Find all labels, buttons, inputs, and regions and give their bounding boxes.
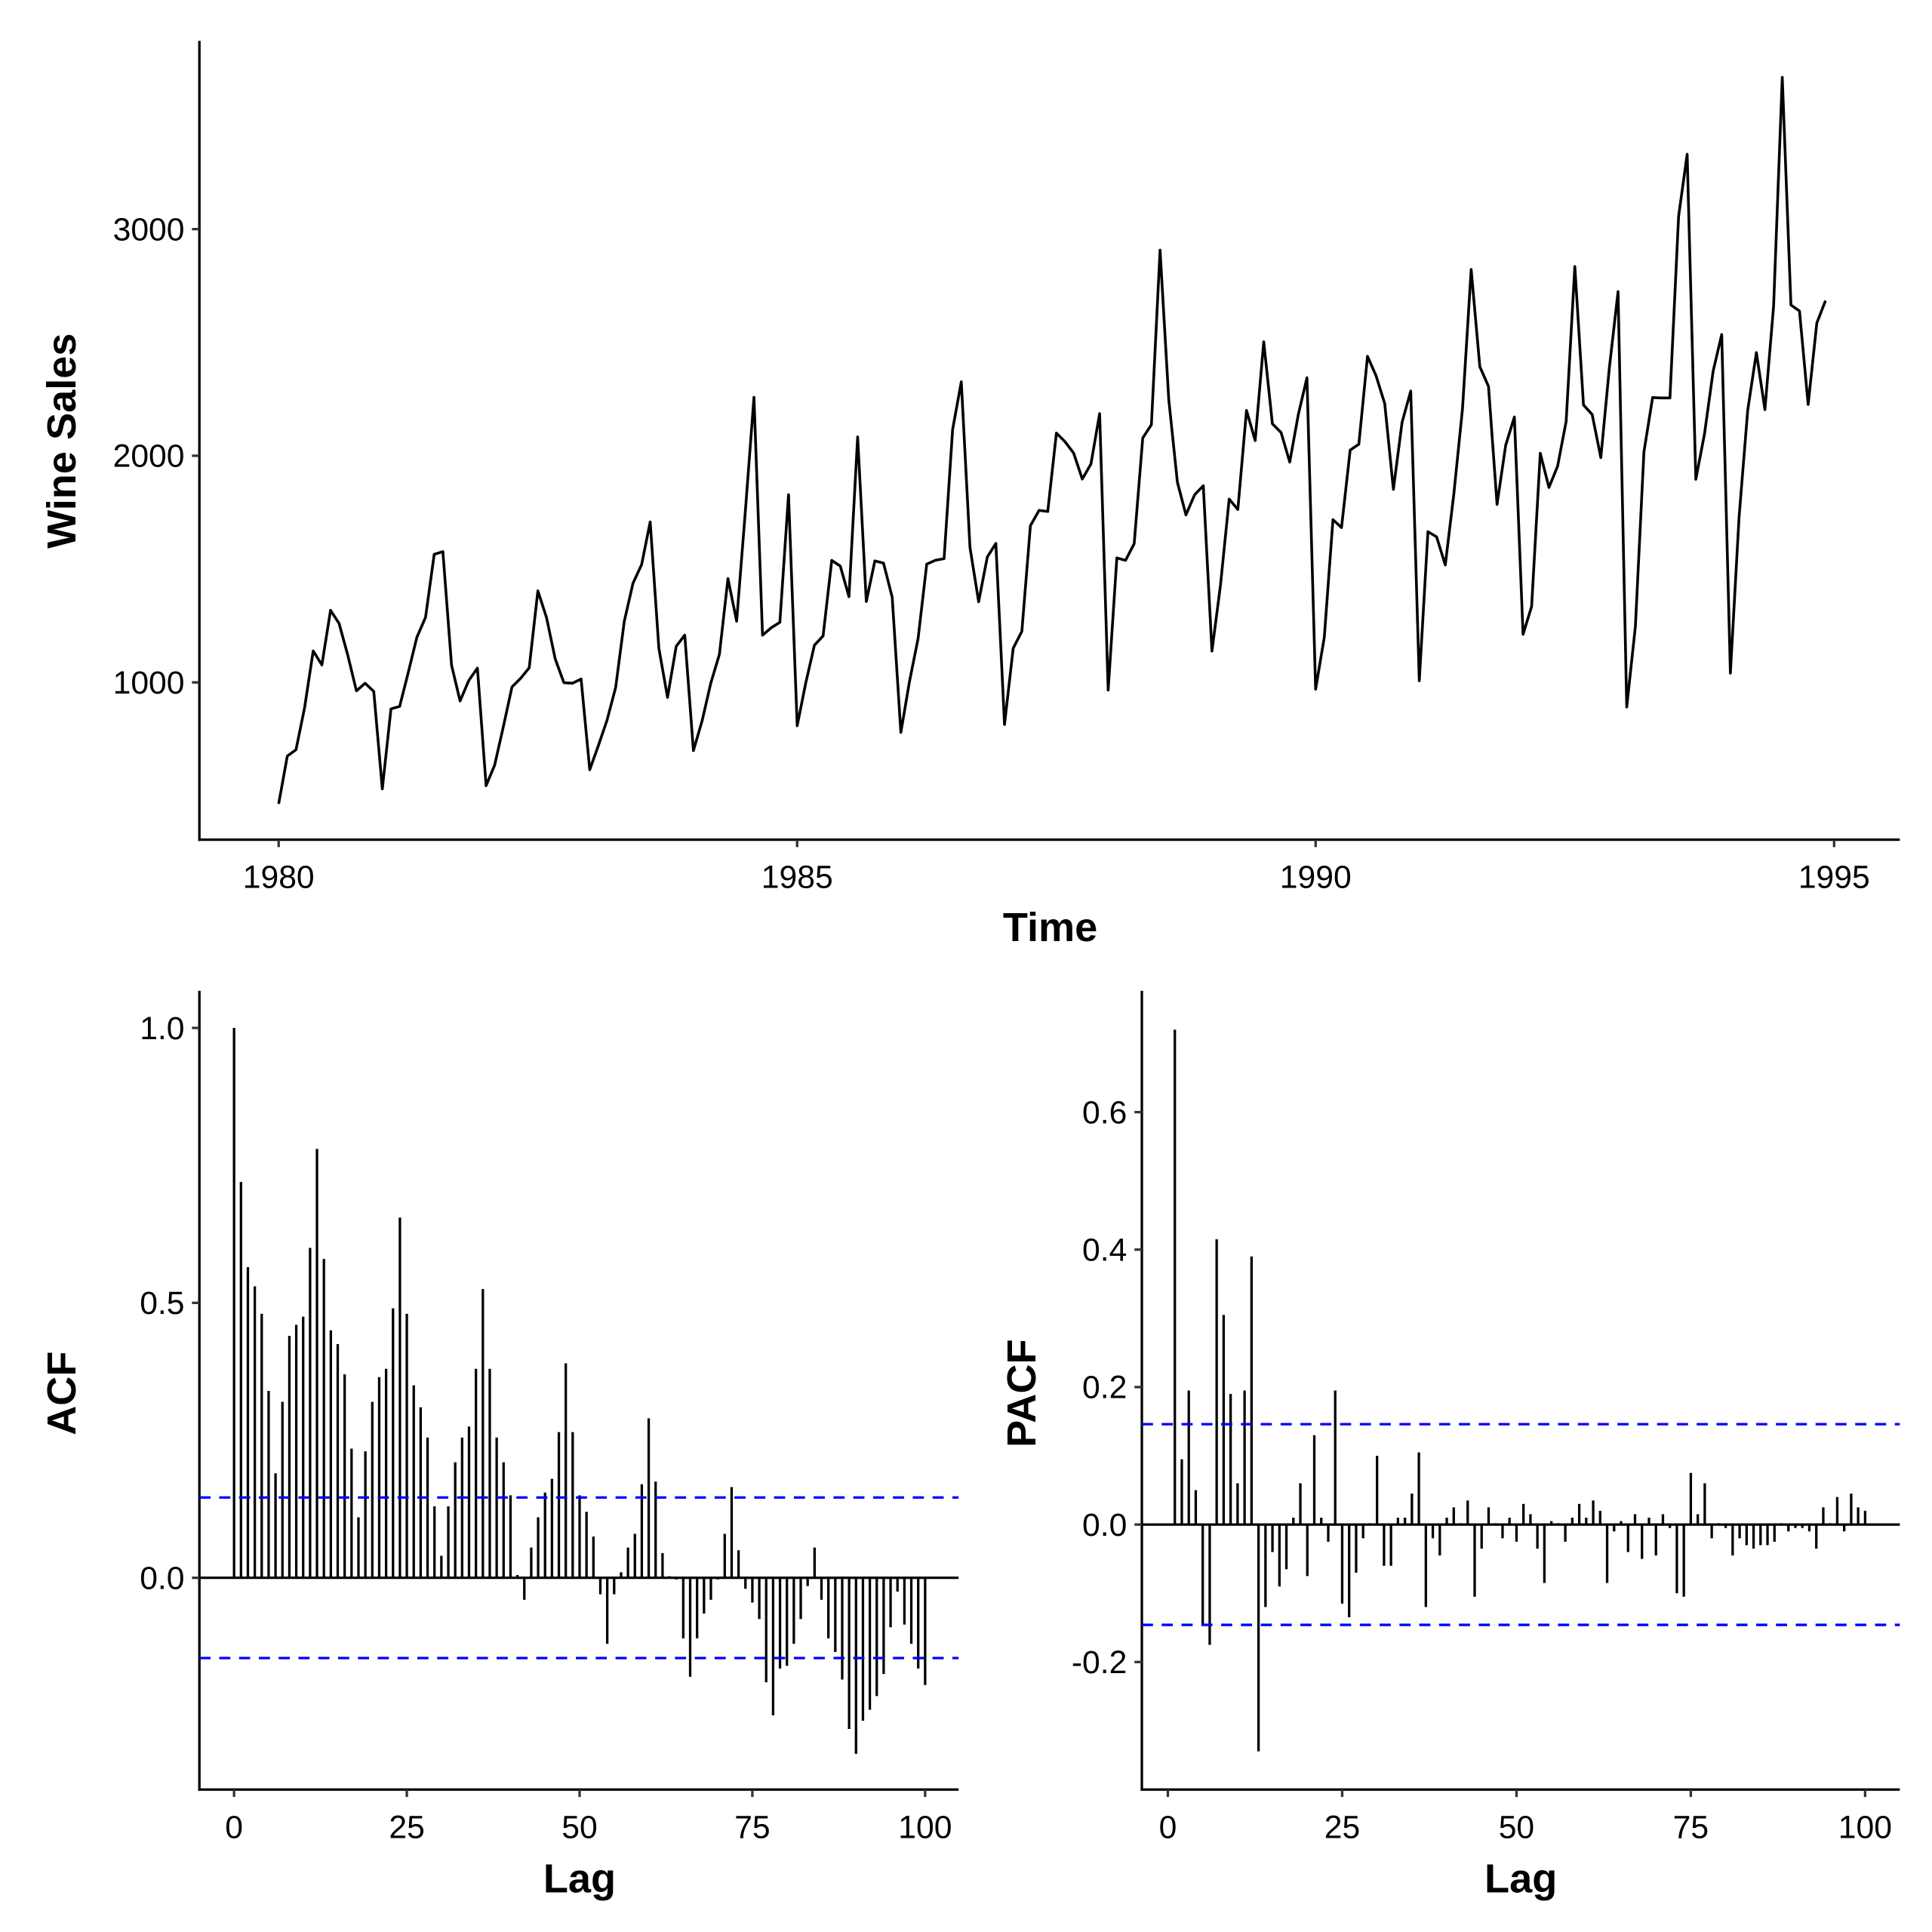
x-tick-label: 0 (1159, 1809, 1177, 1845)
y-tick-label: 1.0 (140, 1011, 184, 1047)
x-tick-label: 75 (1673, 1809, 1709, 1845)
x-tick-label: 25 (1324, 1809, 1360, 1845)
x-axis-title: Time (1003, 905, 1097, 950)
y-axis-title: ACF (39, 1352, 85, 1435)
wine-sales-panel: Time Wine Sales 1000 2000 3000 1980 1985 1990… (39, 41, 1900, 950)
x-tick-label: 50 (561, 1809, 597, 1845)
x-tick-label: 100 (1838, 1809, 1892, 1845)
y-tick-label: 3000 (113, 211, 185, 248)
x-tick-label: 0 (225, 1809, 243, 1845)
x-tick-label: 1990 (1280, 860, 1352, 896)
x-tick-label: 75 (734, 1809, 770, 1845)
y-tick-label: 0.2 (1082, 1370, 1127, 1406)
y-tick-label: 0.5 (140, 1285, 184, 1321)
y-tick-label: 0.0 (1082, 1507, 1127, 1543)
x-axis-title: Lag (1484, 1856, 1557, 1901)
pacf-panel: Lag PACF -0.2 0.0 0.2 0.4 0.6 0 25 50 75 100 (999, 990, 1900, 1901)
x-tick-label: 1995 (1798, 860, 1870, 896)
x-tick-label: 50 (1499, 1809, 1534, 1845)
y-tick-label: 0.6 (1082, 1094, 1127, 1131)
y-axis-title: Wine Sales (39, 334, 85, 549)
y-tick-label: 0.0 (140, 1560, 184, 1596)
y-tick-label: 2000 (113, 438, 185, 475)
x-tick-label: 1985 (761, 860, 833, 896)
y-axis-title: PACF (999, 1339, 1044, 1447)
y-tick-label: -0.2 (1072, 1644, 1128, 1681)
x-tick-label: 1980 (243, 860, 315, 896)
x-tick-label: 25 (389, 1809, 424, 1845)
x-tick-label: 100 (898, 1809, 952, 1845)
y-tick-label: 1000 (113, 665, 185, 701)
wine-sales-line (277, 75, 1827, 804)
acf-panel: Lag ACF 0.0 0.5 1.0 0 25 50 75 100 (39, 990, 959, 1901)
x-axis-title: Lag (543, 1856, 616, 1901)
y-tick-label: 0.4 (1082, 1232, 1127, 1269)
